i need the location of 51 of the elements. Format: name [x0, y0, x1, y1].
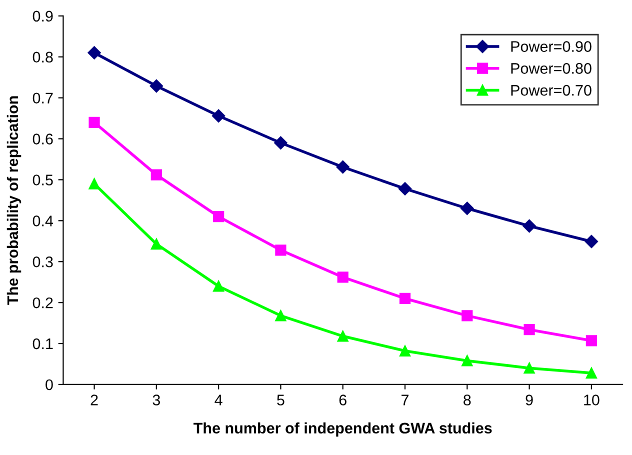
point — [88, 178, 100, 190]
point — [213, 211, 224, 222]
x-tick-label: 8 — [464, 394, 471, 406]
point — [586, 367, 598, 379]
y-tick-label: 0.7 — [32, 92, 53, 104]
x-tick-label: 3 — [152, 394, 160, 406]
point — [88, 116, 100, 128]
x-tick-label: 5 — [277, 394, 284, 406]
point — [274, 136, 288, 150]
x-tick-label: 2 — [90, 394, 98, 406]
y-tick-label: 0.8 — [32, 52, 53, 63]
x-tick-label: 9 — [526, 394, 533, 406]
x-axis-title: The number of independent GWA studies — [194, 422, 492, 437]
point — [88, 46, 101, 60]
y-tick-label: 0.2 — [32, 297, 53, 308]
point — [462, 310, 473, 322]
point — [336, 160, 350, 174]
y-tick-label: 0.1 — [32, 338, 53, 350]
point — [524, 324, 535, 336]
x-tick-label: 10 — [584, 394, 600, 406]
point — [399, 345, 411, 356]
point — [337, 272, 348, 283]
y-tick-label: 0.5 — [32, 174, 53, 186]
point — [275, 310, 286, 322]
point — [212, 109, 226, 122]
point — [522, 219, 536, 233]
point — [524, 362, 535, 374]
legend-label: Power=0.90 — [511, 41, 592, 52]
y-tick-label: 0.3 — [32, 256, 53, 268]
point — [337, 330, 348, 342]
point — [398, 182, 412, 196]
point — [460, 202, 474, 215]
y-axis-title: The probability of replication — [6, 96, 22, 305]
point — [462, 355, 473, 366]
point — [275, 244, 286, 256]
point — [213, 280, 224, 292]
point — [150, 169, 162, 180]
legend-label: Power=0.70 — [511, 84, 592, 96]
point — [150, 238, 162, 250]
point — [586, 335, 598, 346]
legend-label: Power=0.80 — [511, 63, 592, 74]
y-tick-label: 0.6 — [32, 134, 53, 144]
point — [399, 292, 411, 304]
y-tick-label: 0.4 — [32, 216, 54, 226]
y-tick-label: 0 — [46, 379, 53, 390]
point — [584, 234, 598, 248]
x-tick-label: 6 — [339, 394, 346, 406]
x-tick-label: 7 — [402, 394, 408, 406]
x-tick-label: 4 — [214, 394, 222, 406]
y-tick-label: 0.9 — [32, 10, 53, 22]
point — [150, 79, 164, 93]
